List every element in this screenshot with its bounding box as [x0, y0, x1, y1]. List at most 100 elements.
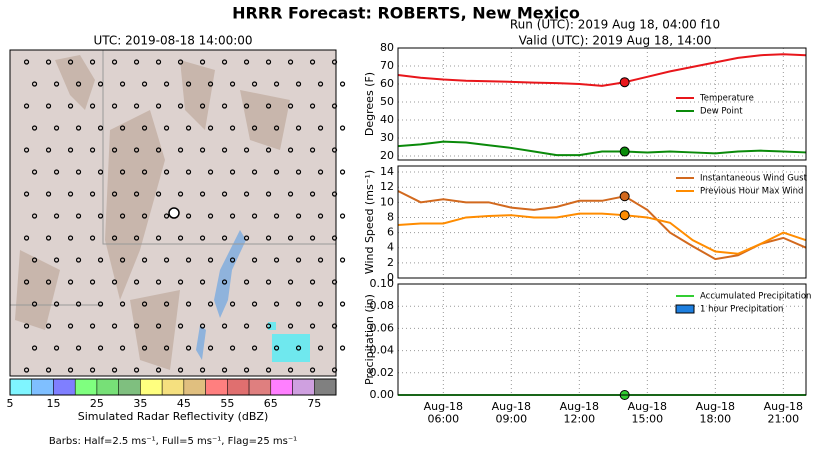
calm-barb [67, 191, 74, 197]
calm-barb [287, 367, 294, 373]
colorbar-bin [9, 378, 32, 396]
calm-barb [89, 103, 96, 109]
calm-barb [111, 235, 118, 241]
calm-barb [331, 103, 338, 109]
y-tick-label: 40 [380, 113, 394, 126]
y-tick-label: 12 [380, 180, 394, 193]
calm-barb [251, 257, 258, 263]
colorbar-label: Simulated Radar Reflectivity (dBZ) [78, 410, 269, 423]
x-tick-label: Aug-18 12:00 [560, 400, 599, 426]
y-tick-label: 60 [380, 77, 394, 90]
colorbar-bin [74, 378, 98, 396]
calm-barb [155, 59, 162, 65]
calm-barb [339, 345, 346, 351]
calm-barb [163, 301, 170, 307]
calm-barb [251, 301, 258, 307]
station [168, 207, 180, 219]
calm-barb [273, 213, 280, 219]
calm-barb [317, 125, 324, 131]
calm-barb [229, 301, 236, 307]
colorbar-bin [314, 378, 337, 396]
calm-barb [31, 301, 38, 307]
calm-barb [133, 367, 140, 373]
calm-barb [45, 191, 52, 197]
run-title: Run (UTC): 2019 Aug 18, 04:00 f10 [510, 18, 720, 32]
calm-barb [295, 345, 302, 351]
calm-barb [207, 257, 214, 263]
calm-barb [317, 81, 324, 87]
calm-barb [133, 235, 140, 241]
x-tick-label: Aug-18 09:00 [492, 400, 531, 426]
calm-barb [177, 235, 184, 241]
calm-barb [23, 59, 30, 65]
calm-barb [295, 213, 302, 219]
calm-barb [155, 279, 162, 285]
calm-barb [221, 235, 228, 241]
calm-barb [243, 59, 250, 65]
calm-barb [265, 191, 272, 197]
calm-barb [177, 191, 184, 197]
calm-barb [155, 323, 162, 329]
calm-barb [339, 257, 346, 263]
legend-swatch [675, 304, 695, 314]
y-tick-label: 0.04 [370, 344, 395, 357]
calm-barb [53, 81, 60, 87]
calm-barb [119, 301, 126, 307]
axes-frame [397, 165, 807, 279]
calm-barb [243, 279, 250, 285]
calm-barb [199, 191, 206, 197]
calm-barb [243, 191, 250, 197]
calm-barb [75, 125, 82, 131]
colorbar-bin [161, 378, 185, 396]
map [9, 49, 346, 377]
y-tick-label: 0 [387, 271, 394, 284]
calm-barb [309, 191, 316, 197]
calm-barb [141, 81, 148, 87]
legend-label: Accumulated Precipitation [700, 292, 811, 302]
calm-barb [53, 213, 60, 219]
calm-barb [229, 345, 236, 351]
calm-barb [97, 257, 104, 263]
calm-barb [141, 345, 148, 351]
calm-barb [53, 125, 60, 131]
y-tick-label: 4 [387, 241, 394, 254]
calm-barb [141, 169, 148, 175]
map-title: UTC: 2019-08-18 14:00:00 [93, 34, 252, 48]
calm-barb [31, 125, 38, 131]
calm-barb [119, 213, 126, 219]
y-axis-label: Degrees (F) [363, 72, 376, 136]
calm-barb [53, 257, 60, 263]
calm-barb [229, 169, 236, 175]
calm-barb [119, 345, 126, 351]
calm-barb [155, 235, 162, 241]
calm-barb [75, 257, 82, 263]
calm-barb [89, 367, 96, 373]
calm-barb [265, 147, 272, 153]
calm-barb [23, 191, 30, 197]
calm-barb [45, 147, 52, 153]
map-frame [9, 49, 337, 377]
calm-barb [251, 213, 258, 219]
calm-barb [177, 147, 184, 153]
colorbar-tick-label: 15 [46, 397, 60, 410]
y-tick-label: 0.02 [370, 366, 395, 379]
calm-barb [155, 367, 162, 373]
calm-barb [163, 257, 170, 263]
calm-barb [265, 323, 272, 329]
calm-barb [207, 169, 214, 175]
calm-barb [177, 103, 184, 109]
calm-barb [177, 59, 184, 65]
calm-barb [199, 235, 206, 241]
calm-barb [133, 103, 140, 109]
calm-barb [119, 81, 126, 87]
calm-barb [251, 125, 258, 131]
calm-barb [229, 125, 236, 131]
series-line [397, 53, 807, 87]
calm-barb [221, 279, 228, 285]
calm-barb [309, 235, 316, 241]
calm-barb [89, 235, 96, 241]
calm-barb [53, 169, 60, 175]
legend-label: Dew Point [700, 107, 743, 117]
calm-barb [163, 213, 170, 219]
y-tick-label: 0.10 [370, 277, 395, 290]
